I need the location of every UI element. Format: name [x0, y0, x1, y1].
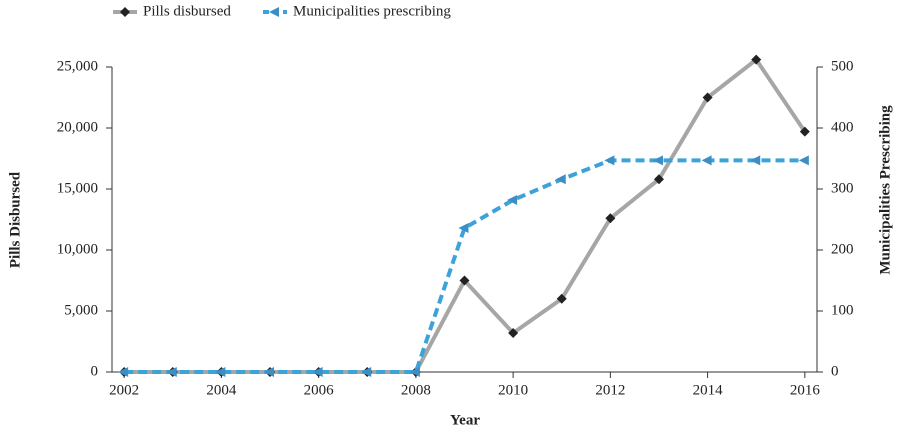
data-point [605, 213, 616, 224]
data-point [118, 367, 129, 377]
legend-marker [269, 7, 279, 17]
x-tick-label: 2004 [206, 382, 237, 398]
data-point [459, 275, 470, 286]
data-point [312, 367, 323, 377]
y2-axis-label: Municipalities Prescribing [877, 105, 893, 275]
y2-tick-label: 0 [831, 363, 839, 379]
data-point [166, 367, 177, 377]
y-tick-label: 15,000 [57, 180, 98, 196]
data-point [701, 155, 712, 166]
data-point [215, 367, 226, 377]
data-point [798, 155, 809, 166]
x-tick-label: 2016 [790, 382, 821, 398]
data-point [702, 92, 713, 103]
x-axis-label: Year [450, 412, 480, 428]
data-point [507, 194, 518, 205]
x-tick-label: 2006 [304, 382, 335, 398]
y2-tick-label: 400 [831, 119, 854, 135]
x-tick-label: 2014 [693, 382, 724, 398]
data-point [751, 54, 762, 65]
data-point [799, 126, 810, 137]
y-tick-label: 10,000 [57, 241, 98, 257]
y2-tick-label: 100 [831, 302, 854, 318]
data-point [604, 155, 615, 166]
data-point [409, 367, 420, 377]
y-tick-label: 20,000 [57, 119, 98, 135]
legend-label: Municipalities prescribing [293, 3, 451, 19]
legend-marker [120, 7, 130, 17]
y-tick-label: 25,000 [57, 58, 98, 74]
x-tick-label: 2008 [401, 382, 431, 398]
series-line [124, 158, 805, 374]
data-point [361, 367, 372, 377]
data-point [264, 367, 275, 377]
y-tick-label: 5,000 [64, 302, 98, 318]
y-tick-label: 0 [91, 363, 99, 379]
data-point [555, 174, 566, 185]
y2-tick-label: 300 [831, 180, 854, 196]
y2-tick-label: 500 [831, 58, 854, 74]
data-point [508, 327, 519, 338]
data-point [458, 223, 469, 234]
x-tick-label: 2012 [595, 382, 625, 398]
series-line [124, 56, 807, 374]
data-point [653, 174, 664, 185]
data-point [652, 155, 663, 166]
x-tick-label: 2002 [109, 382, 139, 398]
legend-label: Pills disbursed [143, 3, 231, 19]
y2-tick-label: 200 [831, 241, 854, 257]
x-tick-label: 2010 [498, 382, 528, 398]
data-point [750, 155, 761, 166]
y-axis-label: Pills Disbursed [7, 171, 23, 268]
data-point [556, 293, 567, 304]
